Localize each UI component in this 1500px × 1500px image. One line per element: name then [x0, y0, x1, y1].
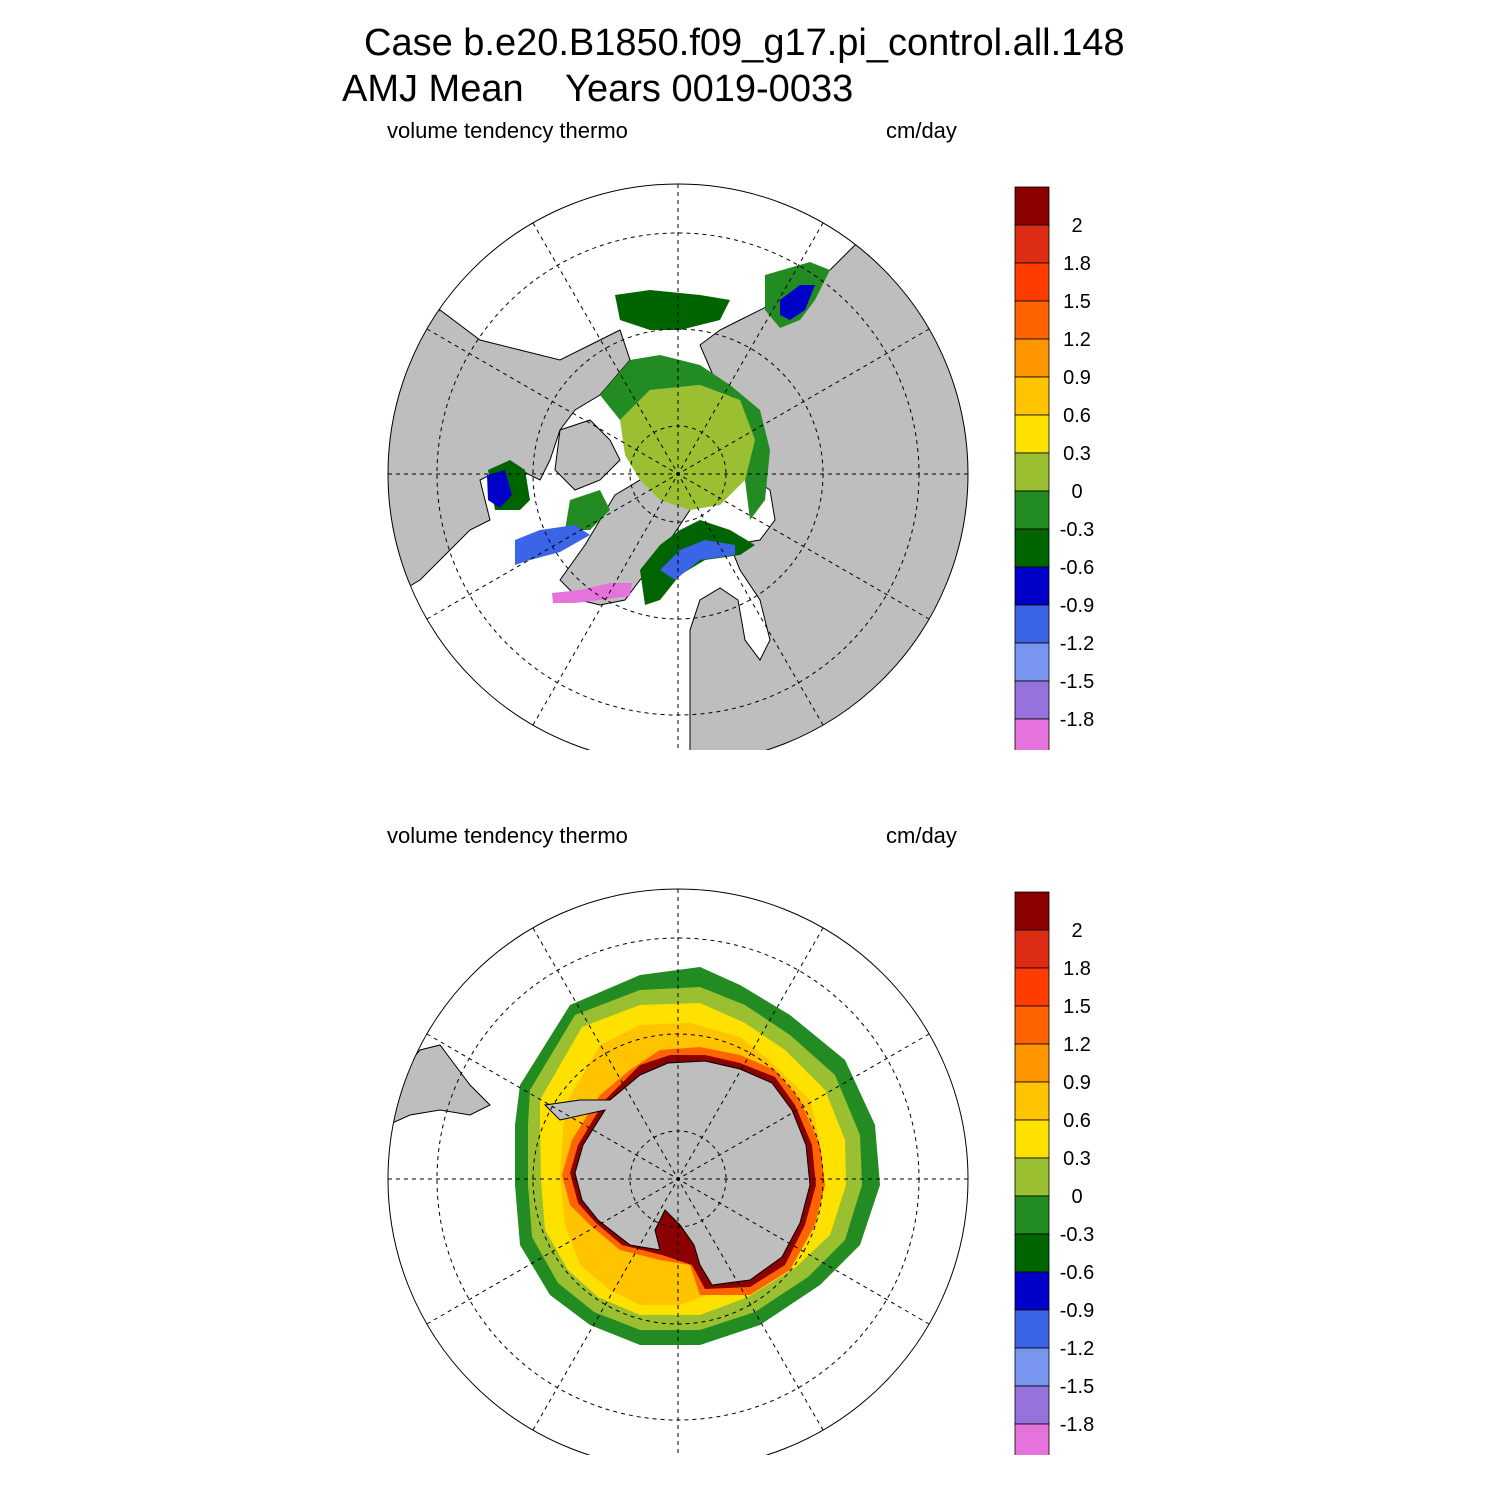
north-colorbar-tick-label: -0.6	[1060, 557, 1094, 579]
north-ice-labrador-sea	[515, 525, 590, 565]
north-colorbar-swatch	[1014, 452, 1050, 492]
south-colorbar-swatch	[1014, 1347, 1050, 1387]
north-ice-arctic-basin	[620, 385, 755, 510]
north-graticule	[388, 184, 968, 750]
north-ice-bering-sea	[615, 290, 730, 330]
south-colorbar: 2 1.8 1.5 1.2 0.9 0.6 0.3 0 -0.3 -0.6 -0.9 -1.2 -1.5…	[1014, 891, 1094, 1455]
south-colorbar-tick-label: 0.6	[1063, 1110, 1091, 1132]
south-colorbar-tick-label: -0.3	[1060, 1224, 1094, 1246]
south-panel-units-label: cm/day	[886, 823, 957, 848]
north-colorbar-swatch	[1014, 338, 1050, 378]
north-ice-greenland-sea	[640, 520, 755, 605]
south-colorbar-swatch	[1014, 1385, 1050, 1425]
south-colorbar-swatch	[1014, 891, 1050, 931]
south-colorbar-swatch	[1014, 1081, 1050, 1121]
north-panel-units-label: cm/day	[886, 118, 957, 143]
south-colorbar-swatch	[1014, 1043, 1050, 1083]
south-colorbar-tick-label: -0.6	[1060, 1262, 1094, 1284]
north-colorbar-swatch	[1014, 718, 1050, 750]
south-colorbar-tick-label: 1.5	[1063, 996, 1091, 1018]
north-colorbar-swatch	[1014, 262, 1050, 302]
north-colorbar-swatch	[1014, 680, 1050, 720]
north-colorbar-tick-label: -0.9	[1060, 595, 1094, 617]
north-colorbar-swatch	[1014, 490, 1050, 530]
south-graticule	[388, 889, 968, 1455]
north-panel-variable-label: volume tendency thermo	[387, 118, 628, 143]
south-colorbar-tick-label: 1.8	[1063, 958, 1091, 980]
north-colorbar-tick-label: 0.6	[1063, 405, 1091, 427]
south-colorbar-swatch	[1014, 1195, 1050, 1235]
south-colorbar-swatch	[1014, 967, 1050, 1007]
south-panel-variable-label: volume tendency thermo	[387, 823, 628, 848]
north-colorbar-swatch	[1014, 224, 1050, 264]
north-ice-arctic-rim	[600, 355, 770, 520]
north-colorbar-swatch	[1014, 376, 1050, 416]
north-colorbar-tick-label: 1.2	[1063, 329, 1091, 351]
south-colorbar-swatch	[1014, 929, 1050, 969]
south-colorbar-tick-label: 1.2	[1063, 1034, 1091, 1056]
south-colorbar-tick-label: 0.3	[1063, 1148, 1091, 1170]
north-ice-okhotsk-core	[780, 285, 815, 320]
north-colorbar-tick-label: 2	[1071, 215, 1082, 237]
north-ice-baffin-bay	[565, 490, 610, 530]
north-colorbar-swatch	[1014, 414, 1050, 454]
north-colorbar-tick-label: 1.8	[1063, 253, 1091, 275]
north-colorbar-swatch	[1014, 528, 1050, 568]
south-colorbar-swatch	[1014, 1157, 1050, 1197]
south-colorbar-swatch	[1014, 1119, 1050, 1159]
north-colorbar-swatch	[1014, 604, 1050, 644]
north-colorbar-tick-label: 1.5	[1063, 291, 1091, 313]
north-colorbar-swatch	[1014, 300, 1050, 340]
north-colorbar-tick-label: 0.9	[1063, 367, 1091, 389]
north-colorbar-tick-label: -1.5	[1060, 671, 1094, 693]
north-colorbar: 2 1.8 1.5 1.2 0.9 0.6 0.3 0 -0.3 -0.6 -0.9 -1.2 -1.5…	[1014, 186, 1094, 750]
north-colorbar-tick-label: 0.3	[1063, 443, 1091, 465]
south-colorbar-tick-label: -0.9	[1060, 1300, 1094, 1322]
south-colorbar-swatch	[1014, 1271, 1050, 1311]
south-map-boundary	[387, 888, 969, 1455]
north-colorbar-swatch	[1014, 186, 1050, 226]
figure-title-case: Case b.e20.B1850.f09_g17.pi_control.all.…	[364, 22, 1125, 64]
north-ice-greenland-sea-core	[660, 540, 735, 580]
north-colorbar-tick-label: -1.2	[1060, 633, 1094, 655]
south-colorbar-swatch	[1014, 1309, 1050, 1349]
south-land-south-america	[388, 1044, 491, 1126]
south-polar-map: 2 1.8 1.5 1.2 0.9 0.6 0.3 0 -0.3 -0.6 -0.9 -1.2 -1.5…	[387, 888, 1094, 1455]
figure-title-period: AMJ Mean Years 0019-0033	[342, 68, 854, 110]
north-colorbar-tick-label: -1.8	[1060, 709, 1094, 731]
south-colorbar-tick-label: -1.2	[1060, 1338, 1094, 1360]
south-colorbar-tick-label: 0	[1071, 1186, 1082, 1208]
north-map-boundary	[387, 183, 969, 750]
north-colorbar-swatch	[1014, 566, 1050, 606]
north-ice-south-greenland	[552, 583, 632, 603]
north-colorbar-tick-label: -0.3	[1060, 519, 1094, 541]
north-land-archipelago	[554, 419, 621, 491]
north-polar-map: 2 1.8 1.5 1.2 0.9 0.6 0.3 0 -0.3 -0.6 -0.9 -1.2 -1.5…	[387, 183, 1094, 750]
south-colorbar-swatch	[1014, 1423, 1050, 1455]
south-colorbar-tick-label: -1.5	[1060, 1376, 1094, 1398]
north-colorbar-swatch	[1014, 642, 1050, 682]
south-colorbar-tick-label: -1.8	[1060, 1414, 1094, 1436]
south-colorbar-swatch	[1014, 1005, 1050, 1045]
south-colorbar-swatch	[1014, 1233, 1050, 1273]
north-colorbar-tick-label: 0	[1071, 481, 1082, 503]
south-colorbar-tick-label: 0.9	[1063, 1072, 1091, 1094]
north-ice-hudson-core	[487, 470, 512, 508]
south-colorbar-tick-label: 2	[1071, 920, 1082, 942]
